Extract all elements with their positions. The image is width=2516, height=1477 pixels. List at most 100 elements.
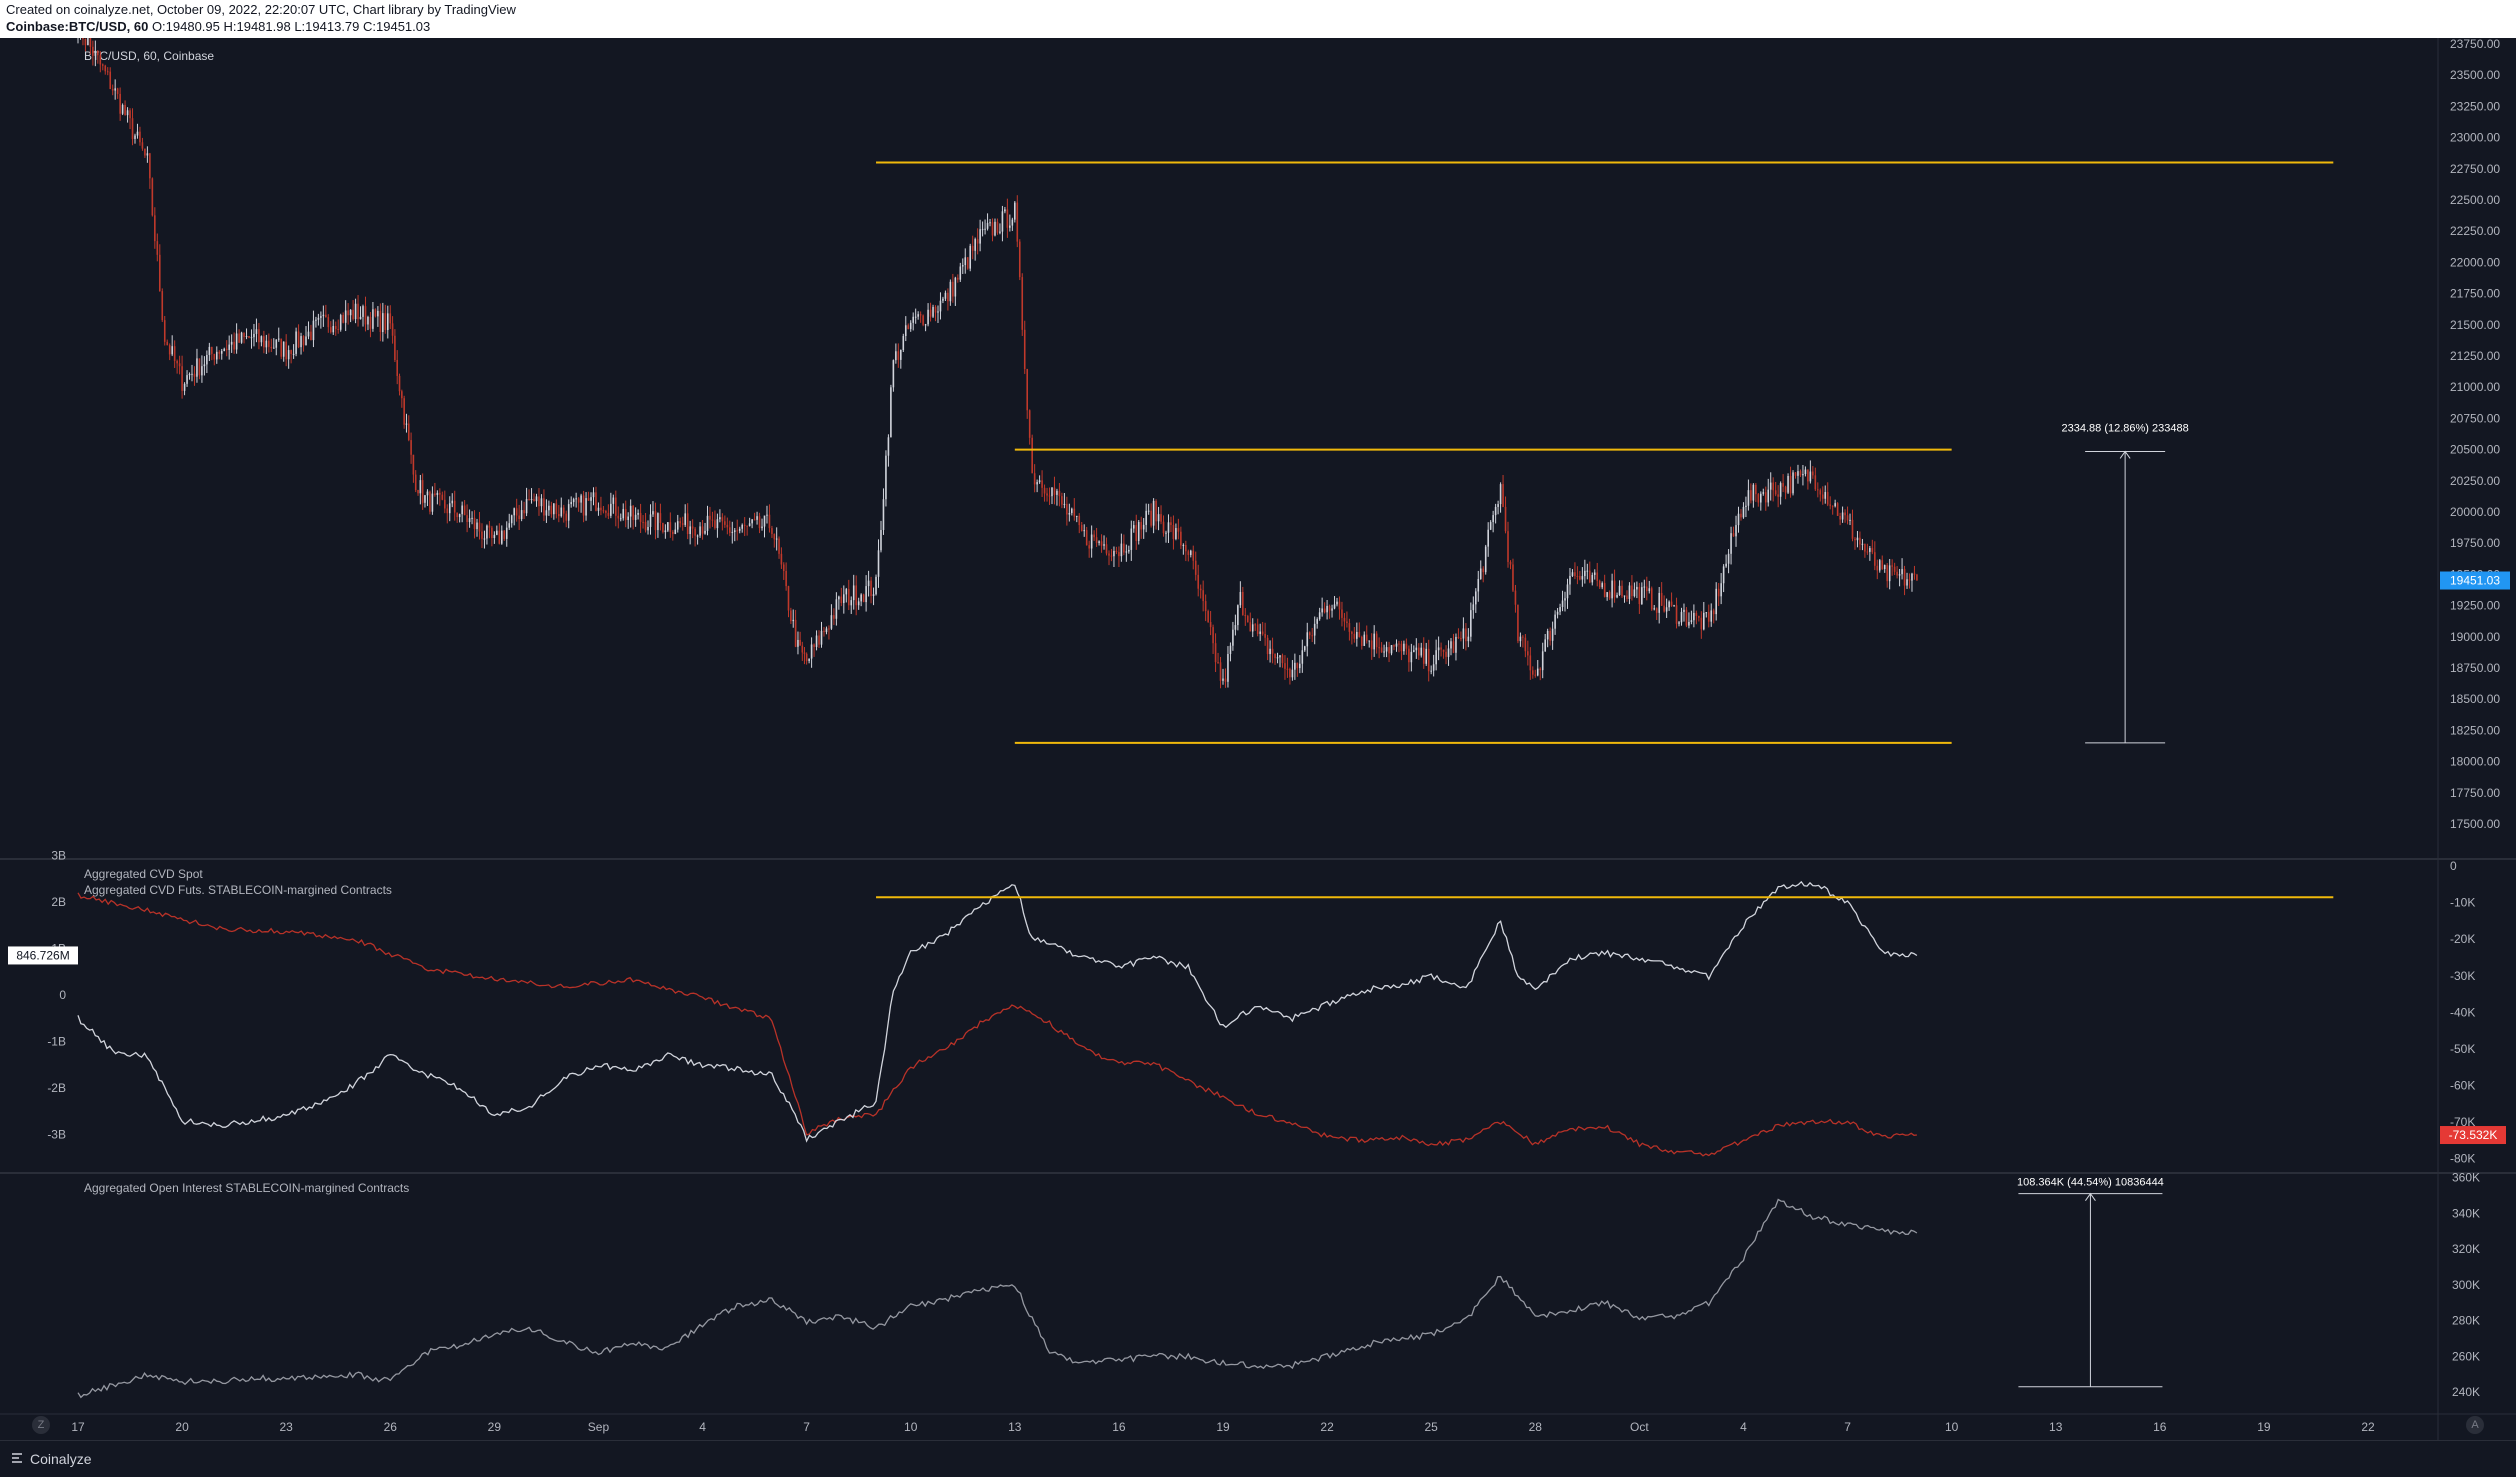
time-tick-label: Sep (588, 1420, 610, 1434)
candle-body (277, 338, 280, 340)
candle-body (1762, 492, 1765, 494)
price-tick-label: 17750.00 (2450, 786, 2500, 800)
candle-body (1135, 525, 1138, 541)
cvd-futs-line (77, 892, 1917, 1157)
candle-body (649, 514, 652, 527)
candle-body (761, 526, 763, 529)
oi-measure-label: 108.364K (44.54%) 10836444 (2017, 1177, 2164, 1189)
candle-body (1906, 579, 1908, 586)
price-tick-label: 23000.00 (2450, 131, 2500, 145)
candle-body (1326, 605, 1328, 613)
candle-body (775, 538, 778, 540)
candle-body (1450, 641, 1452, 649)
cvd-futs-value-badge (2440, 1126, 2506, 1145)
candle-body (403, 398, 405, 425)
candle-body (724, 521, 726, 525)
candle-body (1467, 636, 1470, 642)
auto-scale-button[interactable]: A (2466, 1416, 2484, 1434)
candle-body (833, 615, 835, 619)
candle-body (176, 360, 178, 364)
cvd-futs-value-label: -73.532K (2449, 1128, 2498, 1142)
candle-body (456, 512, 458, 518)
candle-body (927, 309, 929, 325)
candle-body (156, 241, 159, 255)
candle-body (562, 507, 565, 514)
candle-body (1071, 508, 1073, 514)
candle-body (116, 88, 119, 94)
candle-body (1400, 643, 1403, 652)
candle-body (895, 351, 897, 361)
candle-body (1616, 594, 1618, 598)
symbol-info: Coinbase:BTC/USD, 60 O:19480.95 H:19481.… (6, 19, 430, 34)
candle-body (337, 328, 340, 330)
price-tick-label: 18500.00 (2450, 692, 2500, 706)
candle-body (852, 585, 855, 601)
candle-body (334, 325, 337, 329)
candle-body (201, 366, 203, 376)
candle-body (1876, 565, 1879, 571)
candle-body (1383, 651, 1385, 653)
candle-body (1001, 211, 1004, 232)
candle-body (996, 221, 999, 233)
candle-body (1442, 649, 1445, 652)
candle-body (934, 306, 937, 313)
candle-body (825, 628, 828, 633)
candle-body (1821, 494, 1824, 499)
candle-body (520, 510, 523, 520)
candle-body (468, 518, 471, 523)
candle-body (711, 519, 714, 521)
candle-body (414, 474, 417, 491)
candle-body (617, 515, 620, 519)
candle-body (263, 336, 265, 348)
candle-body (1227, 654, 1229, 682)
price-tick-label: 19250.00 (2450, 599, 2500, 613)
candle-body (407, 423, 410, 441)
candle-body (280, 338, 283, 357)
candle-body (875, 576, 877, 595)
candle-body (610, 503, 612, 516)
candle-body (1524, 637, 1527, 652)
candle-body (1688, 621, 1690, 626)
candle-body (1826, 492, 1829, 505)
candle-body (434, 493, 436, 495)
candle-body (632, 505, 634, 520)
candle-body (567, 504, 570, 521)
chart-area[interactable]: 23750.00 23500.00 23250.00 23000.00 22750.00… (0, 38, 2516, 1440)
candle-body (771, 528, 773, 534)
candle-body (367, 317, 369, 325)
candle-body (297, 331, 300, 348)
candle-body (1078, 515, 1081, 526)
candle-body (741, 524, 743, 529)
zoom-button[interactable]: Z (32, 1416, 50, 1434)
candle-body (505, 527, 508, 539)
candle-body (1864, 543, 1866, 552)
candle-body (1242, 591, 1244, 615)
candle-body (1673, 605, 1675, 607)
candle-body (218, 351, 221, 354)
candle-body (714, 520, 716, 529)
candle-body (300, 336, 302, 348)
candle-body (790, 610, 792, 622)
candle-body (595, 492, 597, 511)
candle-body (865, 586, 867, 603)
candle-body (726, 524, 729, 528)
candle-body (1390, 645, 1393, 654)
candle-body (1584, 570, 1586, 577)
oi-line (77, 1198, 1918, 1399)
candle-body (959, 266, 962, 280)
candle-body (669, 522, 672, 532)
candle-body (1645, 586, 1648, 592)
candle-body (1665, 607, 1668, 612)
candle-body (1410, 651, 1413, 663)
candle-body (1009, 225, 1011, 228)
candle-body (1306, 632, 1309, 647)
candle-body (1670, 601, 1673, 606)
candle-body (1824, 492, 1827, 499)
candle-body (1217, 662, 1219, 664)
candle-body (1489, 522, 1492, 530)
candle-body (503, 530, 506, 539)
candle-body (662, 522, 664, 533)
candle-body (144, 148, 146, 156)
time-tick-label: 10 (1945, 1420, 1959, 1434)
candle-body (1016, 202, 1019, 242)
